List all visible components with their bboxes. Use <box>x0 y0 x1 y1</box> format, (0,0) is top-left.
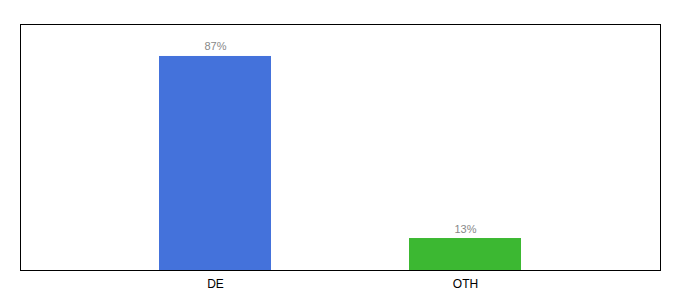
svg-text:13%: 13% <box>454 223 476 235</box>
svg-text:DE: DE <box>207 277 224 291</box>
svg-text:OTH: OTH <box>453 277 478 291</box>
svg-text:87%: 87% <box>204 40 226 52</box>
